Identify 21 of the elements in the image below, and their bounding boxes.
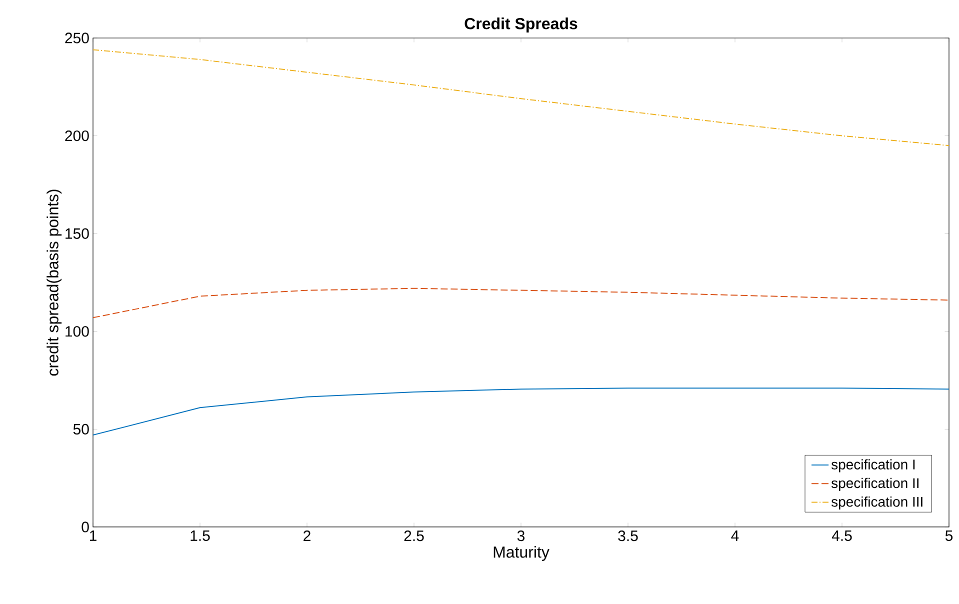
y-tick-label: 200 xyxy=(65,130,89,142)
chart-title: Credit Spreads xyxy=(464,18,578,32)
y-tick-label: 150 xyxy=(66,228,89,239)
legend-label: specification II xyxy=(831,478,918,491)
x-axis-title: Maturity xyxy=(494,546,550,561)
y-tick-label: 0 xyxy=(82,522,89,532)
y-tick-label: 100 xyxy=(66,326,89,337)
x-tick-label: 4 xyxy=(731,530,739,541)
x-tick-label: 3 xyxy=(517,530,525,542)
y-axis-title: credit spread(basis points) xyxy=(46,190,62,376)
x-tick-label: 2 xyxy=(304,530,310,541)
x-tick-label: 5 xyxy=(945,530,953,541)
x-tick-label: 1 xyxy=(90,530,96,541)
y-tick-label: 250 xyxy=(65,32,89,44)
x-tick-label: 4.5 xyxy=(832,530,852,541)
x-tick-label: 2.5 xyxy=(404,530,424,542)
legend-label: specification I xyxy=(831,459,915,472)
x-tick-label: 3.5 xyxy=(618,530,638,542)
x-tick-label: 1.5 xyxy=(190,530,210,541)
legend-label: specification III xyxy=(831,496,922,510)
y-tick-label: 50 xyxy=(73,424,89,434)
